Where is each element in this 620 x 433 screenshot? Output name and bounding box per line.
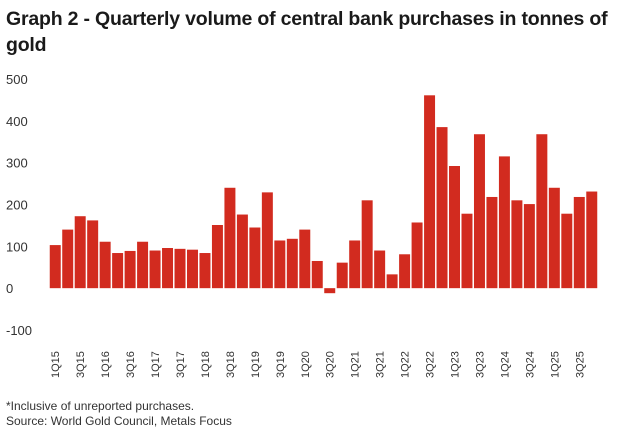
x-tick-label: 1Q19: [250, 351, 262, 378]
bar-4Q24: [536, 134, 548, 289]
bars: [49, 95, 598, 294]
y-tick-label: 0: [6, 281, 13, 296]
bar-3Q18: [224, 187, 236, 289]
x-tick-label: 3Q17: [175, 351, 187, 378]
bar-2Q25: [561, 213, 573, 289]
bar-2Q18: [211, 225, 223, 289]
bar-1Q22: [399, 254, 411, 289]
bar-2Q22: [411, 222, 423, 289]
bar-3Q15: [74, 216, 86, 289]
bar-4Q15: [87, 220, 99, 289]
x-tick-label: 3Q21: [375, 351, 387, 378]
x-tick-label: 1Q20: [300, 351, 312, 378]
y-tick-label: -100: [6, 323, 32, 338]
x-tick-label: 3Q18: [225, 351, 237, 378]
bar-1Q16: [99, 241, 111, 289]
x-tick-label: 1Q23: [450, 351, 462, 378]
bar-1Q24: [498, 156, 510, 289]
bar-1Q20: [299, 229, 311, 289]
x-tick-label: 1Q24: [499, 351, 511, 378]
bar-1Q19: [249, 227, 261, 289]
y-tick-label: 400: [6, 114, 28, 129]
bar-2Q17: [162, 248, 174, 289]
bar-1Q15: [49, 245, 61, 289]
bar-1Q25: [548, 187, 560, 289]
bar-4Q25: [586, 191, 598, 289]
y-tick-label: 200: [6, 198, 28, 213]
bar-4Q23: [486, 196, 498, 289]
x-tick-label: 1Q16: [100, 351, 112, 378]
chart-title: Graph 2 - Quarterly volume of central ba…: [6, 8, 608, 56]
bar-2Q24: [511, 200, 523, 289]
bar-2Q19: [261, 192, 273, 289]
bar-4Q22: [436, 127, 448, 289]
x-axis: 1Q15 3Q15 1Q16 3Q16 1Q17 3Q17 1Q18 3Q18 1Q19 3Q19…: [50, 351, 586, 378]
y-axis: -100 0 100 200 300 400 500: [6, 72, 32, 338]
x-tick-label: 1Q17: [150, 351, 162, 378]
x-tick-label: 1Q25: [549, 351, 561, 378]
bar-3Q17: [174, 248, 186, 289]
bar-1Q18: [199, 253, 211, 289]
bar-2Q15: [62, 229, 74, 289]
x-tick-label: 3Q25: [574, 351, 586, 378]
x-tick-label: 3Q22: [425, 351, 437, 378]
bar-3Q19: [274, 240, 286, 289]
y-tick-label: 100: [6, 239, 28, 254]
bar-3Q20: [324, 288, 336, 294]
bar-4Q18: [236, 214, 248, 289]
y-tick-label: 500: [6, 72, 28, 87]
bar-4Q19: [286, 238, 298, 289]
bar-3Q22: [424, 95, 436, 289]
x-tick-label: 3Q20: [325, 351, 337, 378]
bar-3Q16: [124, 250, 136, 289]
y-tick-label: 300: [6, 156, 28, 171]
bar-4Q20: [336, 262, 348, 289]
bar-2Q20: [311, 260, 323, 289]
bar-1Q23: [449, 166, 460, 289]
x-tick-label: 1Q15: [50, 351, 62, 378]
bar-3Q24: [523, 204, 535, 289]
x-tick-label: 3Q15: [75, 351, 87, 378]
bar-3Q23: [473, 134, 485, 289]
x-tick-label: 3Q23: [474, 351, 486, 378]
bar-2Q16: [112, 253, 124, 289]
x-tick-label: 3Q19: [275, 351, 287, 378]
x-tick-label: 3Q16: [125, 351, 137, 378]
x-tick-label: 1Q22: [400, 351, 412, 378]
x-tick-label: 1Q21: [350, 351, 362, 378]
bar-2Q21: [361, 200, 373, 289]
footnote: *Inclusive of unreported purchases.: [6, 399, 195, 413]
bar-4Q16: [137, 241, 149, 289]
bar-3Q21: [374, 250, 386, 289]
source-note: Source: World Gold Council, Metals Focus: [6, 414, 232, 428]
x-tick-label: 1Q18: [200, 351, 212, 378]
bar-1Q21: [349, 240, 361, 289]
x-tick-label: 3Q24: [524, 351, 536, 378]
bar-3Q25: [573, 196, 585, 289]
bar-1Q17: [149, 250, 161, 289]
bar-4Q21: [386, 274, 398, 289]
bar-4Q17: [187, 249, 198, 289]
bar-2Q23: [461, 213, 473, 289]
